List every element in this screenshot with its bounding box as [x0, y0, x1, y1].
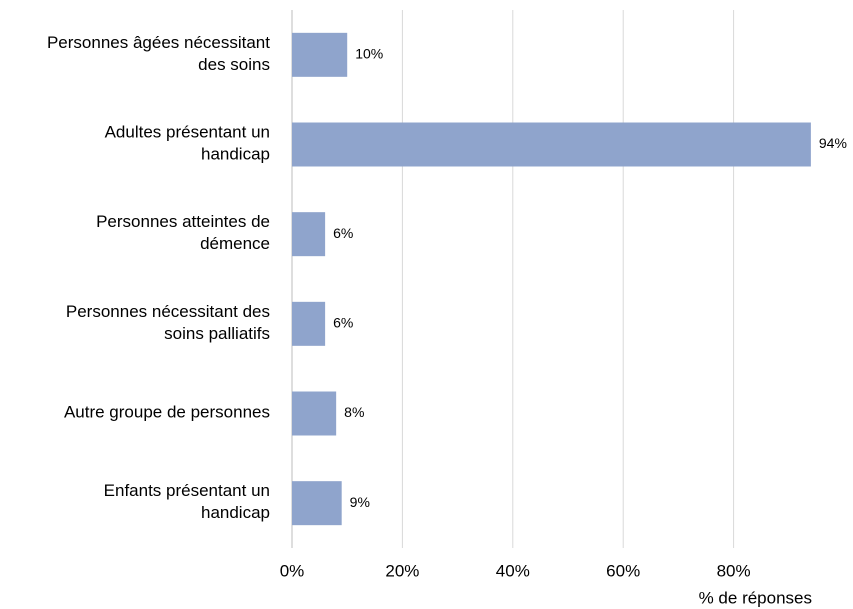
- x-tick-label: 60%: [606, 561, 640, 580]
- x-tick-label: 0%: [280, 561, 305, 580]
- bar: [292, 391, 337, 436]
- x-tick-label: 40%: [496, 561, 530, 580]
- bar: [292, 32, 348, 77]
- value-label: 9%: [350, 494, 370, 510]
- y-tick-label: Adultes présentant un handicap: [105, 123, 270, 164]
- y-tick-label: Enfants présentant un handicap: [104, 482, 270, 523]
- x-tick-label: 20%: [385, 561, 419, 580]
- value-label: 10%: [355, 46, 383, 62]
- x-axis-title: % de réponses: [699, 588, 812, 607]
- y-tick-label: Personnes âgées nécessitant des soins: [47, 33, 270, 74]
- x-tick-label: 80%: [717, 561, 751, 580]
- value-label: 6%: [333, 225, 353, 241]
- value-label: 6%: [333, 315, 353, 331]
- y-tick-label: Autre groupe de personnes: [64, 403, 270, 422]
- bar: [292, 301, 326, 346]
- value-label: 8%: [344, 404, 364, 420]
- bar: [292, 481, 342, 526]
- y-tick-label: Personnes atteintes de démence: [96, 213, 270, 254]
- bar: [292, 212, 326, 257]
- value-label: 94%: [819, 135, 847, 151]
- y-tick-label: Personnes nécessitant des soins palliatif…: [66, 302, 270, 343]
- bar: [292, 122, 811, 167]
